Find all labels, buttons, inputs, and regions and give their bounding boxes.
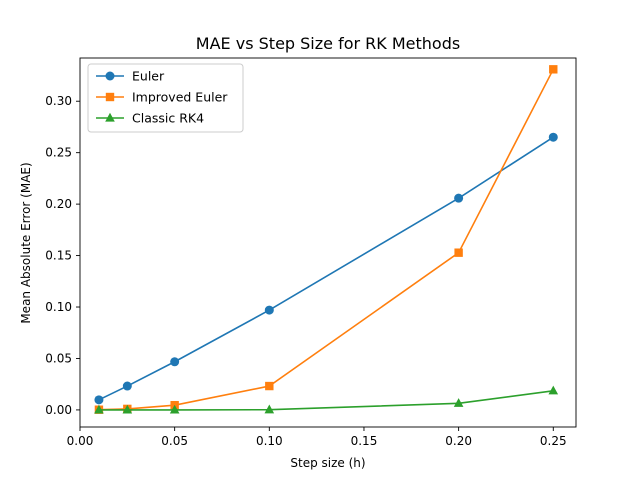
legend-label: Classic RK4 <box>132 111 204 126</box>
x-tick-label: 0.20 <box>445 434 472 448</box>
x-tick-label: 0.25 <box>540 434 567 448</box>
series-layer <box>94 65 559 414</box>
x-tick-label: 0.05 <box>161 434 188 448</box>
legend-item: Improved Euler <box>96 90 228 105</box>
data-point <box>94 404 104 414</box>
data-point <box>122 381 132 391</box>
data-point <box>548 132 558 142</box>
x-axis-label: Step size (h) <box>290 456 365 470</box>
legend-item: Euler <box>96 69 165 84</box>
data-point <box>264 404 275 414</box>
data-point <box>549 65 558 74</box>
legend-marker <box>105 112 115 122</box>
series-classic-rk4 <box>94 385 559 414</box>
data-point <box>453 398 464 407</box>
x-tick-label: 0.10 <box>256 434 283 448</box>
y-tick-label: 0.10 <box>45 300 72 314</box>
axes-layer: 0.00 0.05 0.10 0.15 0.20 0.25 0.00 0.05 0.10 0.15… <box>45 57 577 448</box>
data-point <box>454 193 464 203</box>
data-point <box>94 395 104 405</box>
data-point <box>169 404 180 414</box>
y-tick-label: 0.30 <box>45 94 72 108</box>
data-point <box>170 357 180 367</box>
series-euler <box>94 132 558 405</box>
legend-label: Improved Euler <box>132 90 228 105</box>
chart-title: MAE vs Step Size for RK Methods <box>196 34 460 53</box>
plot-frame <box>79 57 577 428</box>
y-tick-label: 0.25 <box>45 146 72 160</box>
legend: Euler Improved Euler Classic RK4 <box>87 63 244 133</box>
y-tick-label: 0.15 <box>45 249 72 263</box>
legend-marker <box>105 71 115 81</box>
data-point <box>264 305 274 315</box>
series-line <box>98 136 554 401</box>
data-point <box>265 381 274 391</box>
series-line <box>98 68 554 411</box>
x-tick-label: 0.00 <box>67 434 94 448</box>
x-tick-label: 0.15 <box>351 434 378 448</box>
legend-marker <box>105 92 115 102</box>
y-tick-label: 0.05 <box>45 351 72 365</box>
data-point <box>454 248 463 257</box>
data-point <box>122 404 133 414</box>
y-tick-label: 0.20 <box>45 197 72 211</box>
y-axis-label: Mean Absolute Error (MAE) <box>19 162 33 323</box>
series-line <box>98 389 554 411</box>
legend-label: Euler <box>132 69 165 84</box>
legend-box <box>87 63 244 133</box>
legend-item: Classic RK4 <box>96 111 204 126</box>
data-point <box>548 385 559 395</box>
y-tick-label: 0.00 <box>45 403 72 417</box>
